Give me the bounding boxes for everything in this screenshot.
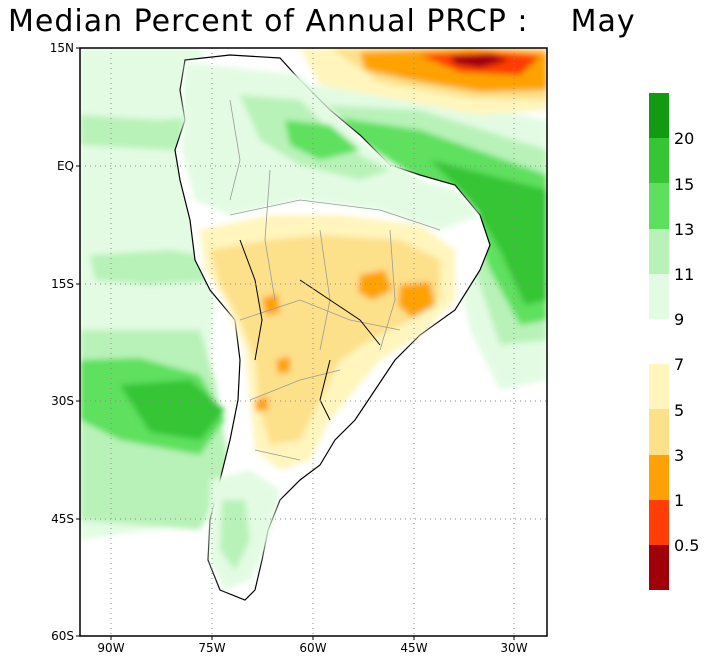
patagonia-strong-green	[220, 500, 250, 570]
legend-label: 11	[674, 265, 694, 284]
legend-swatch	[649, 138, 669, 183]
legend-label: 15	[674, 175, 694, 194]
legend-label: 13	[674, 220, 694, 239]
lat-axis: 15N EQ 15S 30S 45S 60S	[50, 41, 80, 643]
interior-orange-5	[255, 396, 268, 412]
lon-tick-label: 60W	[299, 641, 326, 655]
legend-swatch	[649, 183, 669, 229]
lat-tick-label: 60S	[51, 629, 74, 643]
legend-swatch	[649, 364, 669, 409]
legend-label: 7	[674, 355, 684, 374]
legend-label: 5	[674, 401, 684, 420]
legend-label: 0.5	[674, 536, 699, 555]
lon-tick-label: 75W	[198, 641, 225, 655]
lon-tick-label: 45W	[400, 641, 427, 655]
legend-label: 20	[674, 129, 694, 148]
legend-label: 9	[674, 310, 684, 329]
atlantic-strong-green	[430, 160, 547, 305]
north-atlantic-dark-red	[450, 54, 510, 68]
graticule	[80, 48, 547, 636]
pacific-strong-green	[120, 380, 225, 440]
lat-tick-label: 15S	[51, 277, 74, 291]
lat-tick-label: 30S	[51, 394, 74, 408]
color-legend: 20 15 13 11 9 7 5 3 1 0.5	[649, 93, 699, 590]
lat-tick-label: 45S	[51, 512, 74, 526]
map-field	[80, 48, 547, 636]
national-borders	[239, 239, 381, 421]
lon-tick-label: 30W	[500, 641, 527, 655]
legend-label: 1	[674, 491, 684, 510]
lon-axis: 90W 75W 60W 45W 30W	[97, 636, 528, 655]
interior-orange-4	[276, 356, 290, 374]
lat-tick-label: 15N	[50, 41, 74, 55]
legend-swatch	[649, 545, 669, 590]
interior-orange-2	[398, 282, 435, 318]
interior-orange-1	[358, 270, 392, 300]
legend-swatch	[649, 274, 669, 319]
country-borders	[229, 99, 441, 461]
legend-swatch	[649, 319, 669, 364]
lon-tick-label: 90W	[97, 641, 124, 655]
legend-swatch	[649, 229, 669, 274]
lat-tick-label: EQ	[57, 159, 74, 173]
legend-swatch	[649, 93, 669, 138]
legend-swatch	[649, 500, 669, 545]
interior-orange-3	[262, 294, 280, 316]
legend-label: 3	[674, 446, 684, 465]
legend-swatch	[649, 455, 669, 500]
north-sa-strong-green	[285, 120, 360, 160]
map-title: Median Percent of Annual PRCP : May	[8, 4, 636, 39]
legend-swatch	[649, 409, 669, 455]
